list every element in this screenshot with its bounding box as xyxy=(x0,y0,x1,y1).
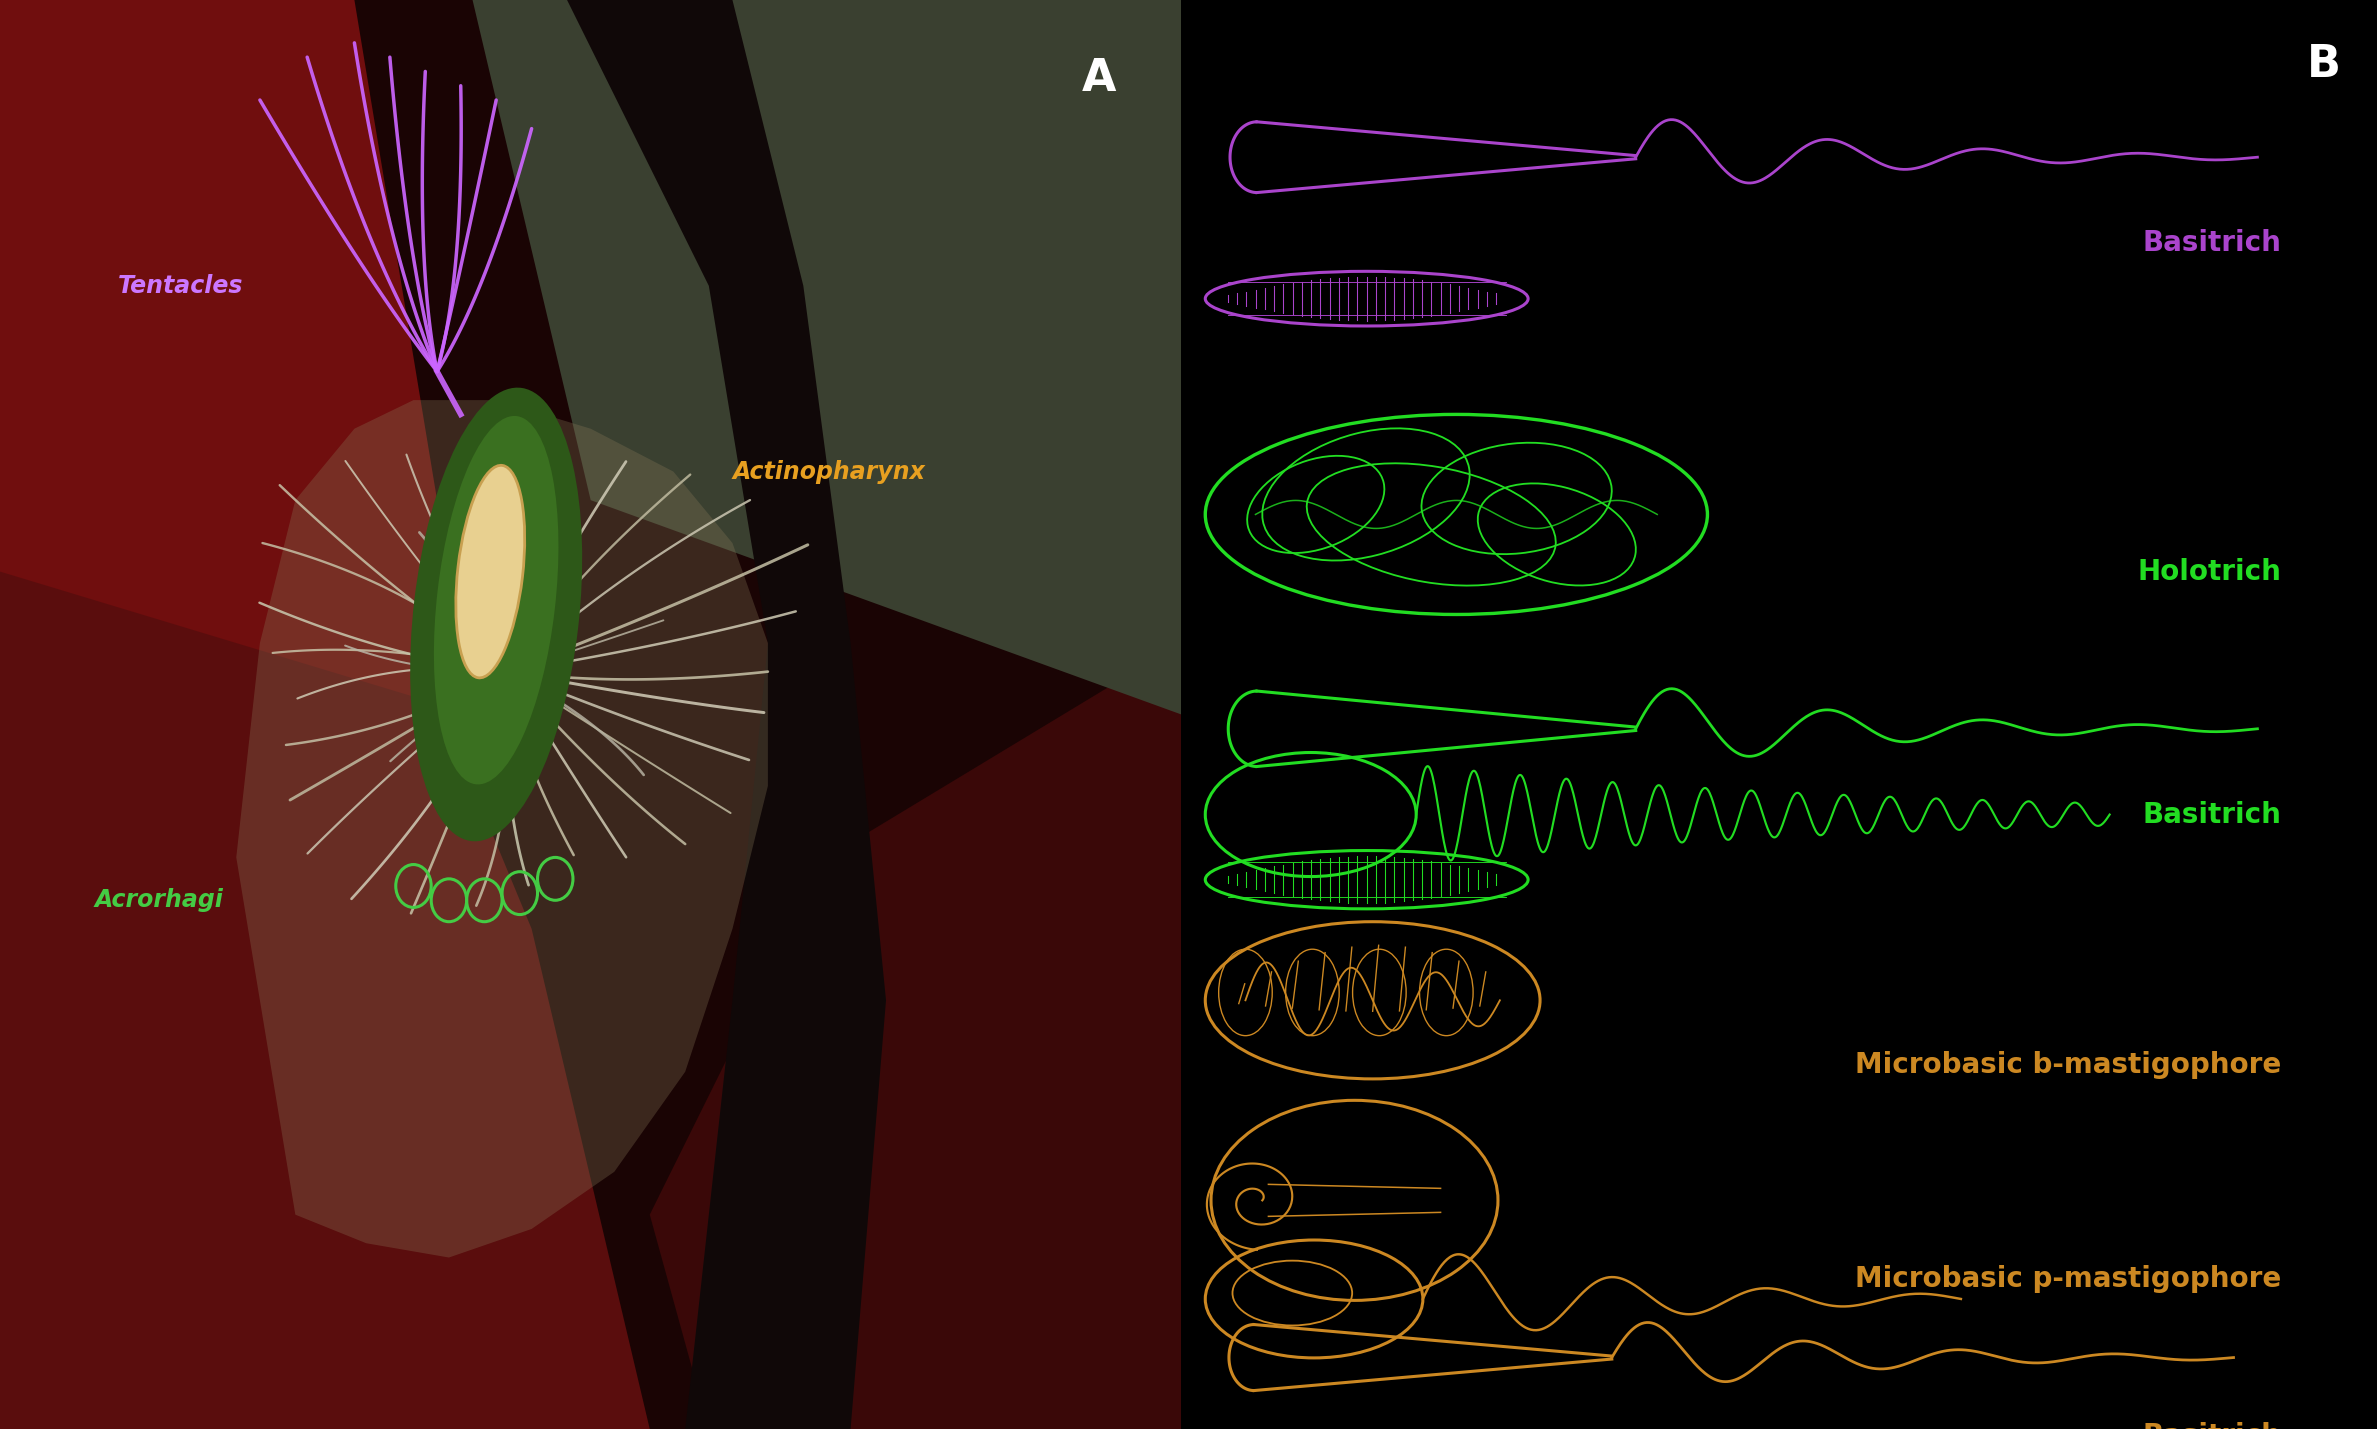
Text: Microbasic b-mastigophore: Microbasic b-mastigophore xyxy=(1854,1050,2282,1079)
Text: Basitrich: Basitrich xyxy=(2142,1422,2282,1429)
Polygon shape xyxy=(0,0,473,714)
Text: Microbasic p-mastigophore: Microbasic p-mastigophore xyxy=(1854,1265,2282,1293)
Text: Acrorhagi: Acrorhagi xyxy=(95,889,223,912)
Text: Holotrich: Holotrich xyxy=(2137,557,2282,586)
Polygon shape xyxy=(0,0,1181,1429)
Text: Tentacles: Tentacles xyxy=(119,274,242,297)
Text: B: B xyxy=(2308,43,2341,86)
Ellipse shape xyxy=(456,466,525,677)
Polygon shape xyxy=(473,0,1181,714)
Ellipse shape xyxy=(435,416,559,785)
Polygon shape xyxy=(649,643,1181,1429)
Text: Basitrich: Basitrich xyxy=(2142,229,2282,257)
Text: A: A xyxy=(1082,57,1115,100)
Text: Actinopharynx: Actinopharynx xyxy=(732,460,925,483)
Ellipse shape xyxy=(411,387,582,842)
Text: Basitrich: Basitrich xyxy=(2142,800,2282,829)
Polygon shape xyxy=(0,429,649,1429)
Polygon shape xyxy=(235,400,768,1258)
Polygon shape xyxy=(568,0,887,1429)
